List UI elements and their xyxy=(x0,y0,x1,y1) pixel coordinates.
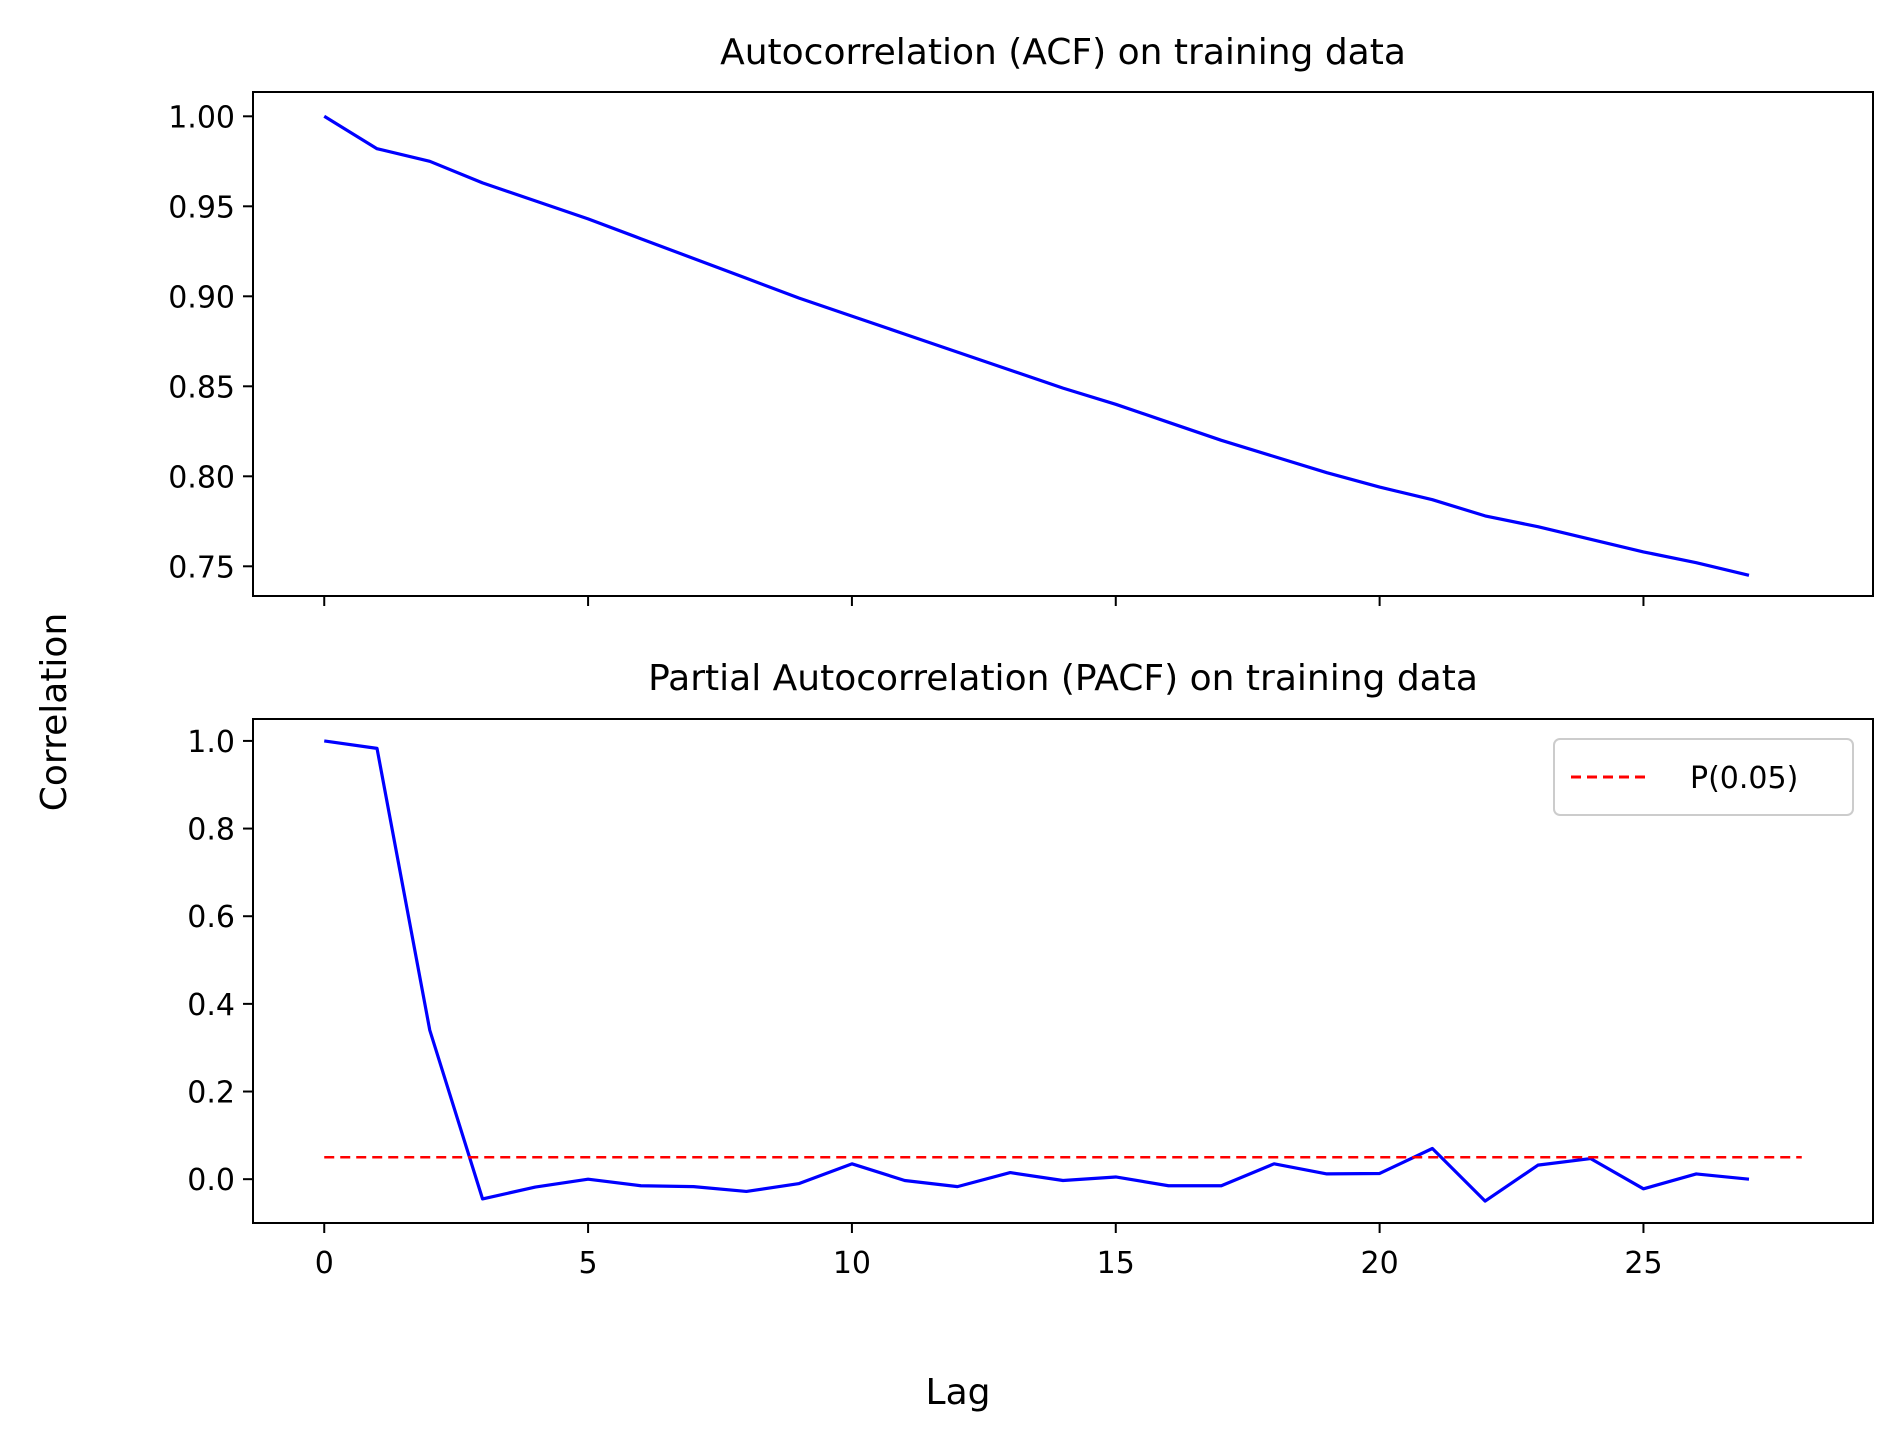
acf-ytick-label: 0.95 xyxy=(168,190,235,225)
acf-ytick-label: 0.75 xyxy=(168,550,235,585)
pacf-x-axis: 0 5 10 15 20 25 xyxy=(315,1223,1663,1281)
legend-label-p005: P(0.05) xyxy=(1690,761,1798,796)
legend-box xyxy=(1553,738,1854,816)
y-axis-label: Correlation xyxy=(34,613,75,812)
pacf-xtick-label: 15 xyxy=(1097,1246,1135,1281)
acf-panel: Autocorrelation (ACF) on training data 0… xyxy=(168,32,1874,606)
pacf-ytick-label: 0.4 xyxy=(187,988,235,1023)
acf-ytick-label: 0.90 xyxy=(168,280,235,315)
pacf-panel: Partial Autocorrelation (PACF) on traini… xyxy=(187,658,1874,1281)
pacf-ytick-label: 0.6 xyxy=(187,900,235,935)
acf-plot-area xyxy=(323,114,1750,577)
legend: P(0.05) xyxy=(1553,738,1854,816)
pacf-ytick-label: 0.0 xyxy=(187,1163,235,1198)
acf-series-line xyxy=(323,114,1750,577)
acf-ytick-label: 0.85 xyxy=(168,370,235,405)
pacf-xtick-label: 25 xyxy=(1624,1246,1662,1281)
acf-ytick-label: 1.00 xyxy=(168,100,235,135)
pacf-xtick-label: 20 xyxy=(1361,1246,1399,1281)
pacf-ytick-label: 0.2 xyxy=(187,1076,235,1111)
acf-axes-frame xyxy=(252,91,1874,597)
pacf-ytick-label: 0.8 xyxy=(187,813,235,848)
pacf-y-axis: 0.0 0.2 0.4 0.6 0.8 1.0 xyxy=(187,725,253,1198)
acf-title: Autocorrelation (ACF) on training data xyxy=(720,32,1406,73)
pacf-plot-area xyxy=(324,739,1802,1203)
pacf-series-line xyxy=(324,739,1750,1203)
acf-ytick-label: 0.80 xyxy=(168,460,235,495)
acf-x-axis xyxy=(323,596,1645,606)
pacf-ytick-label: 1.0 xyxy=(187,725,235,760)
pacf-xtick-label: 10 xyxy=(833,1246,871,1281)
x-axis-label: Lag xyxy=(926,1372,991,1413)
pacf-xtick-label: 0 xyxy=(315,1246,334,1281)
acf-y-axis: 0.75 0.80 0.85 0.90 0.95 1.00 xyxy=(168,100,253,585)
pacf-title: Partial Autocorrelation (PACF) on traini… xyxy=(648,658,1478,699)
pacf-xtick-label: 5 xyxy=(579,1246,598,1281)
pacf-axes-frame xyxy=(252,718,1874,1224)
